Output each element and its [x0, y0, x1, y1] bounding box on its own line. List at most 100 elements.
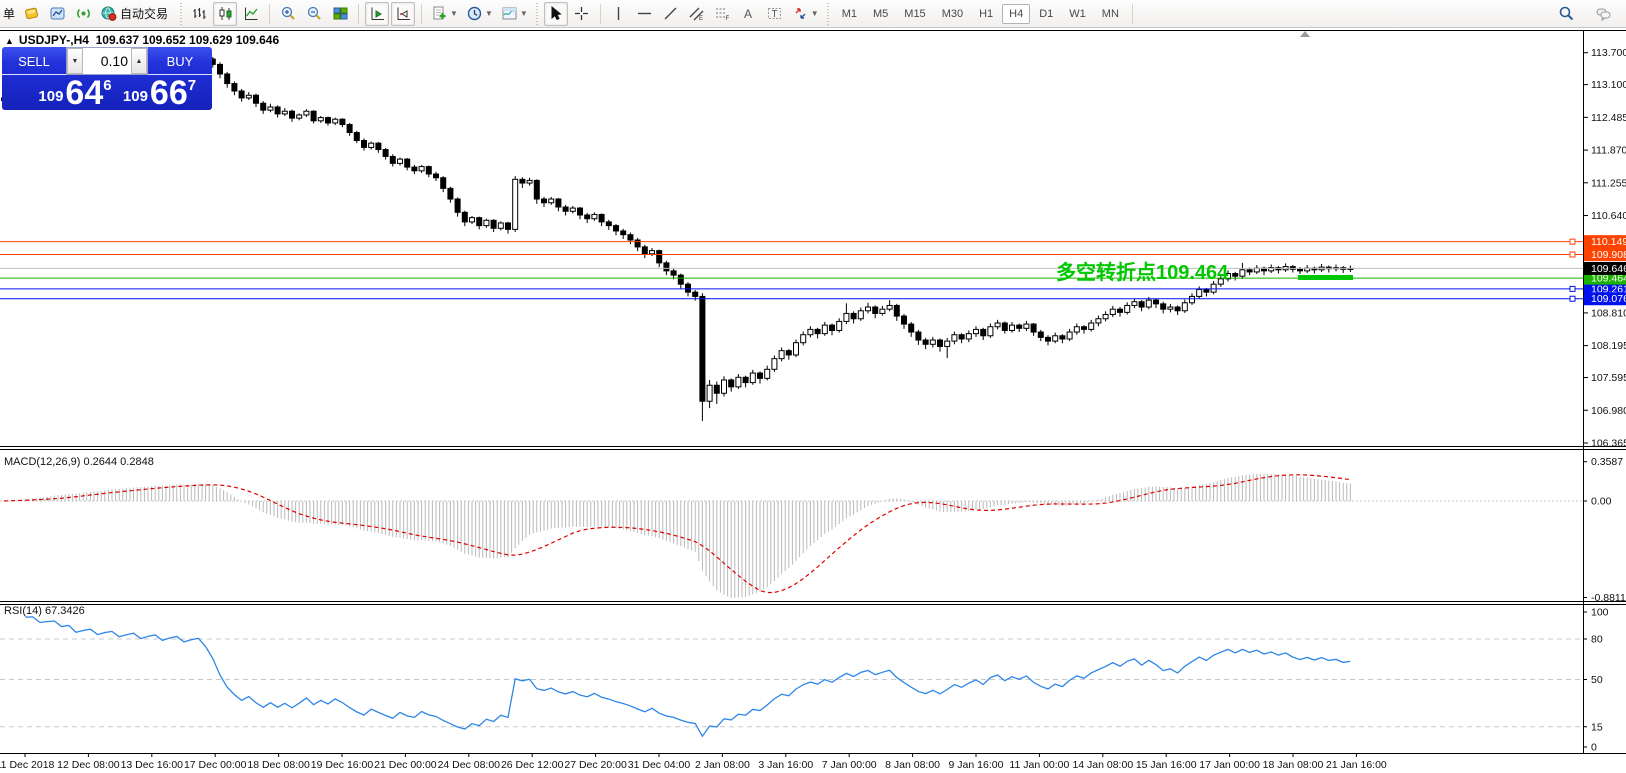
svg-text:9 Jan 16:00: 9 Jan 16:00	[949, 759, 1004, 771]
rsi-axis[interactable]: 100 80 50 15 0	[1583, 607, 1609, 754]
trendline-icon[interactable]	[659, 2, 683, 26]
price-line-label	[1584, 235, 1626, 249]
arrows-button[interactable]: ▼	[789, 2, 822, 26]
svg-text:21 Jan 16:00: 21 Jan 16:00	[1326, 759, 1387, 771]
line-handle[interactable]	[1569, 295, 1576, 302]
svg-text:26 Dec 12:00: 26 Dec 12:00	[501, 759, 564, 771]
auto-scroll-icon[interactable]	[365, 1, 390, 26]
toolbar-separator	[269, 3, 271, 24]
tab-h1[interactable]: H1	[979, 7, 994, 20]
tab-h4[interactable]: H4	[1002, 3, 1031, 24]
volume-input[interactable]: 0.10	[100, 53, 128, 69]
svg-text:113.700: 113.700	[1591, 47, 1626, 59]
collapse-arrow-icon[interactable]: ▲	[5, 36, 14, 46]
svg-text:17 Jan 00:00: 17 Jan 00:00	[1199, 759, 1260, 771]
chevron-down-icon: ▼	[450, 9, 458, 18]
zoom-in-icon[interactable]	[276, 2, 300, 26]
chart-window-icon[interactable]	[45, 2, 69, 26]
equidistant-channel-icon[interactable]: E	[685, 2, 709, 26]
svg-text:13 Dec 16:00: 13 Dec 16:00	[121, 759, 184, 771]
tab-m1[interactable]: M1	[841, 7, 857, 20]
chart-shift-icon[interactable]	[391, 1, 416, 26]
svg-text:113.100: 113.100	[1591, 79, 1626, 91]
buy-price[interactable]: 109 66 7	[107, 75, 212, 110]
buy-button[interactable]: BUY	[148, 49, 212, 75]
toolbar-grip[interactable]	[534, 2, 540, 25]
tab-m30[interactable]: M30	[941, 7, 964, 20]
bar-chart-icon[interactable]	[187, 2, 211, 26]
periods-clock-button[interactable]: ▼	[463, 2, 496, 26]
templates-button[interactable]: ▼	[498, 2, 531, 26]
tab-mn[interactable]: MN	[1101, 7, 1119, 20]
sell-price[interactable]: 109 64 6	[2, 75, 148, 110]
line-chart-icon[interactable]	[239, 2, 263, 26]
toolbar-grip[interactable]	[178, 2, 184, 25]
svg-text:11 Jan 00:00: 11 Jan 00:00	[1009, 759, 1069, 771]
volume-decrease-button[interactable]: ▼	[67, 48, 83, 74]
svg-text:8 Jan 08:00: 8 Jan 08:00	[885, 759, 940, 771]
tab-d1[interactable]: D1	[1039, 7, 1054, 20]
tab-m15[interactable]: M15	[904, 7, 926, 20]
chart-shift-marker[interactable]	[1300, 31, 1310, 37]
svg-text:12 Dec 08:00: 12 Dec 08:00	[57, 759, 120, 771]
arrows-icon	[795, 8, 806, 19]
line-handle[interactable]	[1569, 251, 1576, 258]
svg-text:107.595: 107.595	[1591, 372, 1626, 384]
fibonacci-icon[interactable]: F	[711, 2, 735, 26]
horizontal-line-icon[interactable]	[633, 2, 657, 26]
cursor-icon[interactable]	[543, 1, 568, 26]
autotrading-button[interactable]: 自动交易	[97, 2, 174, 26]
line-handle[interactable]	[1569, 238, 1576, 245]
price-axis[interactable]: 113.700 113.100 112.485 111.870 111.255 110.6…	[1583, 47, 1626, 450]
chevron-down-icon: ▼	[519, 9, 528, 18]
clock-icon	[467, 6, 482, 21]
quote-ohlc: 109.637 109.652 109.629 109.646	[95, 33, 280, 47]
tile-windows-icon[interactable]	[328, 2, 352, 26]
chart-symbol-header[interactable]: ▲ USDJPY-,H4 109.637 109.652 109.629 109.…	[5, 33, 279, 47]
svg-text:111.870: 111.870	[1591, 145, 1626, 157]
rsi-label: RSI(14) 67.3426	[4, 605, 85, 617]
text-label-icon[interactable]: T	[763, 2, 787, 26]
signal-icon[interactable]	[71, 2, 95, 26]
price-lines[interactable]: 110.149109.908109.261109.076109.464109.6…	[0, 235, 1626, 306]
chevron-down-icon: ▼	[484, 9, 493, 18]
yellow-cube-icon[interactable]	[19, 2, 43, 26]
new-order-partial-label[interactable]: 单	[3, 7, 16, 21]
macd-axis[interactable]: 0.3587 0.00 -0.8811	[1583, 456, 1626, 604]
macd-histogram	[7, 473, 1351, 598]
sell-button[interactable]: SELL	[2, 49, 66, 75]
line-handle[interactable]	[1569, 285, 1576, 292]
svg-text:109.076: 109.076	[1591, 293, 1626, 305]
zoom-out-icon[interactable]	[302, 2, 326, 26]
search-icon[interactable]	[1554, 2, 1578, 26]
macd-signal-line	[3, 474, 1351, 594]
indicators-add-button[interactable]: ▼	[428, 2, 461, 26]
toolbar: 单 自动交易	[0, 0, 1626, 28]
candlestick-chart-icon[interactable]	[213, 1, 238, 26]
chat-icon[interactable]	[1591, 2, 1615, 26]
svg-text:11 Dec 2018: 11 Dec 2018	[0, 759, 55, 771]
svg-text:106.980: 106.980	[1591, 405, 1626, 417]
tab-m5[interactable]: M5	[873, 7, 889, 20]
svg-text:19 Dec 16:00: 19 Dec 16:00	[311, 759, 374, 771]
svg-text:50: 50	[1591, 674, 1603, 686]
tab-w1[interactable]: W1	[1069, 7, 1086, 20]
svg-text:0.3587: 0.3587	[1591, 456, 1623, 468]
annotation-text[interactable]: 多空转折点109.464	[1056, 262, 1229, 284]
toolbar-separator	[421, 3, 423, 24]
symbol-title: USDJPY-,H4	[18, 33, 89, 47]
vertical-line-icon[interactable]	[607, 2, 631, 26]
annotation-underline[interactable]	[1298, 275, 1353, 280]
rsi-line	[25, 616, 1351, 738]
crosshair-icon[interactable]	[570, 2, 594, 26]
svg-text:110.640: 110.640	[1591, 210, 1626, 222]
text-icon[interactable]: A	[737, 2, 761, 26]
toolbar-grip[interactable]	[825, 2, 831, 25]
time-axis[interactable]: 11 Dec 2018 12 Dec 08:00 13 Dec 16:00 17 De…	[0, 753, 1387, 771]
sell-price-big: 64	[65, 73, 104, 110]
volume-increase-button[interactable]: ▲	[131, 48, 147, 74]
sell-price-prefix: 109	[38, 88, 64, 105]
price-line-label	[1584, 247, 1626, 261]
